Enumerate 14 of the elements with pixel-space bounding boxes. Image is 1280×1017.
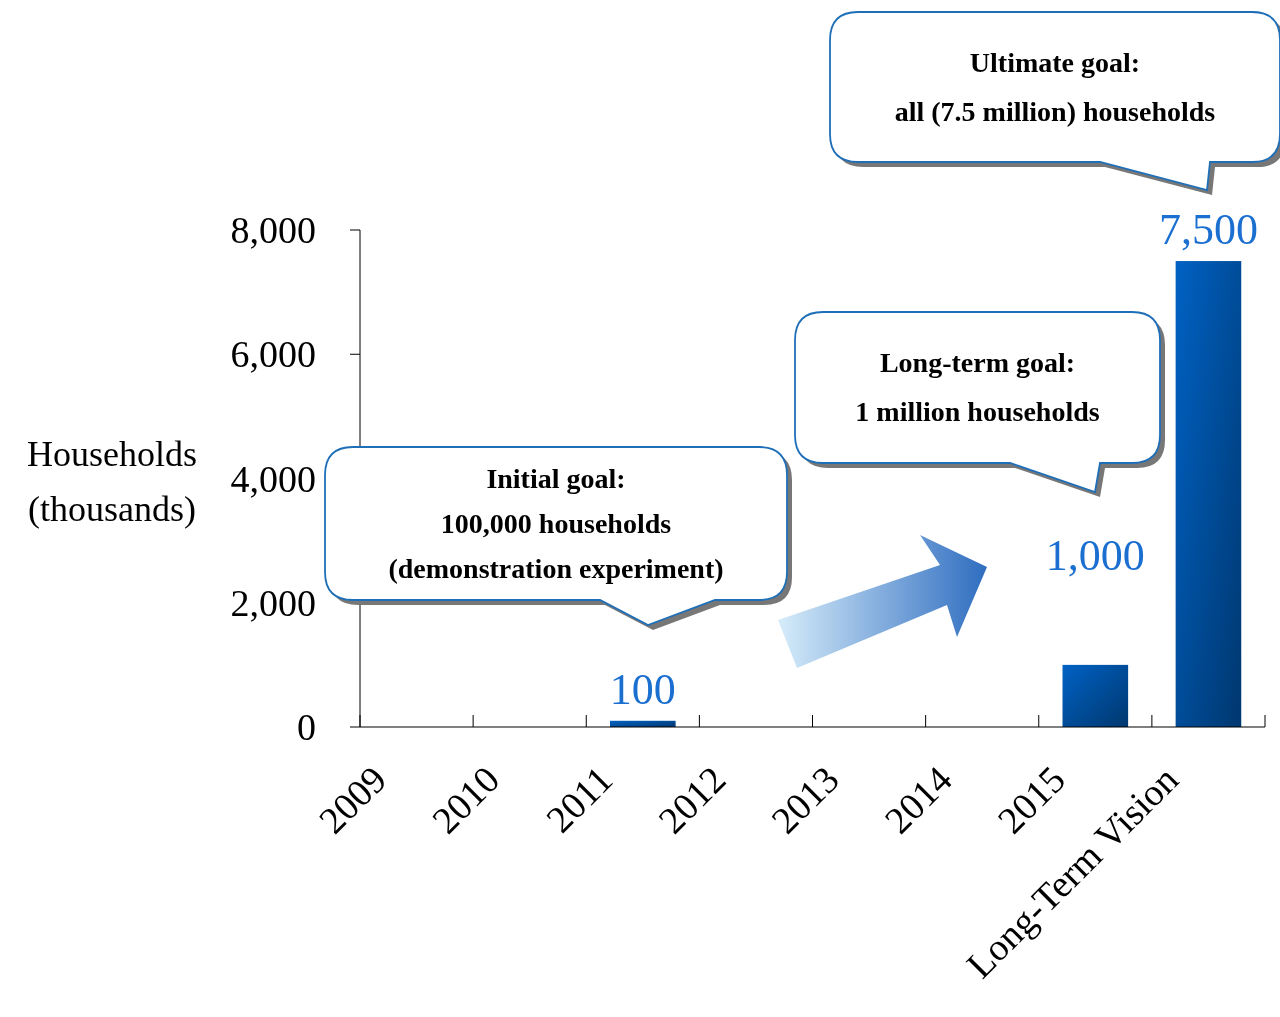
bar — [1062, 664, 1129, 727]
data-label: 1,000 — [1045, 530, 1145, 580]
y-tick-label: 4,000 — [230, 457, 316, 500]
data-label: 100 — [609, 664, 676, 714]
data-label: 7,500 — [1158, 205, 1258, 255]
y-tick-label: 6,000 — [230, 333, 316, 376]
y-tick-label: 8,000 — [230, 209, 316, 251]
annotation: Initial goal: 100,000 households (demonstration experiment) — [388, 462, 724, 584]
y-tick-label: 2,000 — [230, 581, 316, 624]
y-axis-title: Households (thousands) — [27, 434, 197, 529]
annotation: Long-term goal: 1 million households — [855, 347, 1100, 427]
y-tick-label: 0 — [297, 706, 316, 748]
bar — [1175, 261, 1242, 727]
text: Ultimate goal: all (7.5 million) households — [894, 46, 1216, 127]
